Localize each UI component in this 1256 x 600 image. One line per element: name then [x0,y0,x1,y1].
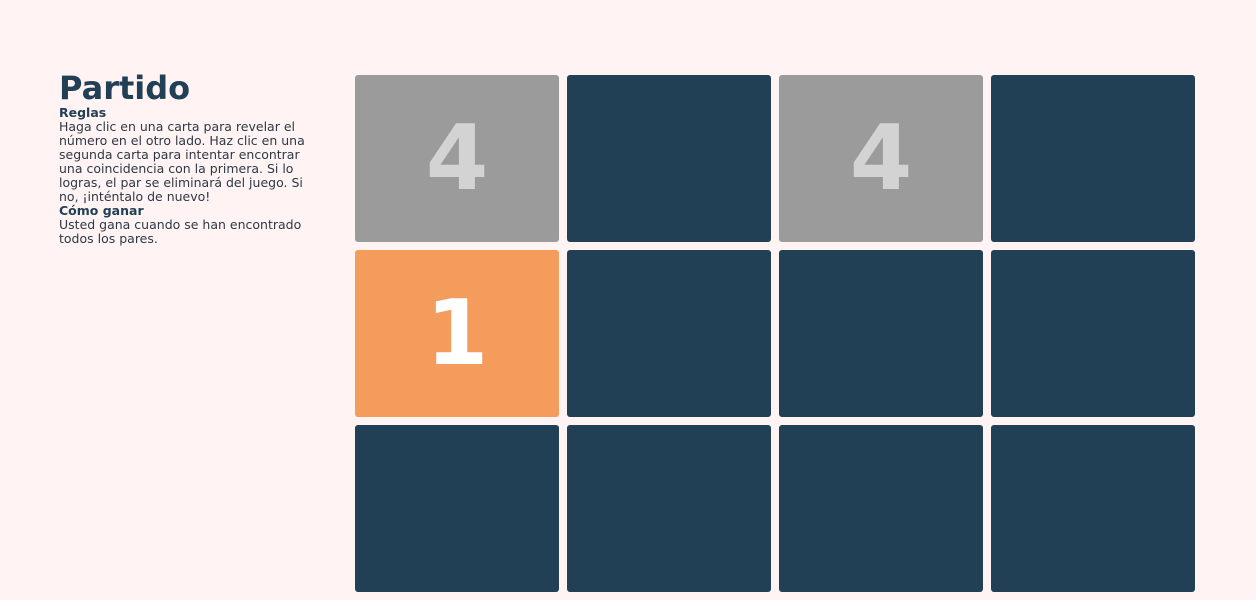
card-6[interactable] [567,250,771,417]
card-8[interactable] [991,250,1195,417]
card-1[interactable]: 4 [355,75,559,242]
card-value: 4 [849,105,913,211]
rules-heading: Reglas [59,105,107,120]
card-5[interactable]: 1 [355,250,559,417]
card-value: 4 [425,105,489,211]
card-7[interactable] [779,250,983,417]
card-11[interactable] [779,425,983,592]
card-4[interactable] [991,75,1195,242]
card-9[interactable] [355,425,559,592]
sidebar: Partido Reglas Haga clic en una carta pa… [59,70,321,246]
card-10[interactable] [567,425,771,592]
game-board: 4 4 1 [355,75,1195,592]
win-heading: Cómo ganar [59,203,144,218]
card-value: 1 [425,280,489,386]
rules-text: Haga clic en una carta para revelar el n… [59,119,305,204]
page-title: Partido [59,69,191,107]
win-text: Usted gana cuando se han encontrado todo… [59,217,302,246]
card-12[interactable] [991,425,1195,592]
card-3[interactable]: 4 [779,75,983,242]
card-2[interactable] [567,75,771,242]
